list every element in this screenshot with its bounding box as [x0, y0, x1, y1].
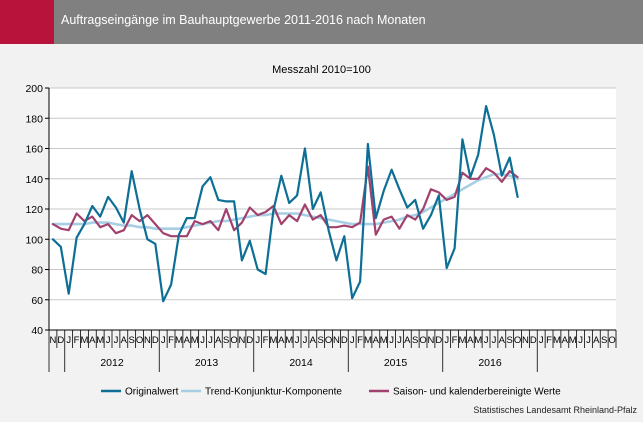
source-note: Statistisches Landesamt Rheinland-Pfalz — [473, 405, 637, 415]
y-tick-label: 180 — [25, 113, 43, 125]
month-label: D — [57, 335, 64, 346]
legend-label: Originalwert — [125, 387, 179, 398]
month-label: D — [152, 335, 159, 346]
month-label: O — [325, 335, 332, 346]
month-label: J — [578, 335, 583, 346]
month-label: S — [129, 335, 135, 346]
month-label: D — [435, 335, 442, 346]
month-label: F — [452, 335, 458, 346]
month-label: F — [357, 335, 363, 346]
month-label: A — [215, 335, 222, 346]
month-label: N — [522, 335, 529, 346]
month-label: O — [136, 335, 143, 346]
month-label: F — [74, 335, 80, 346]
month-label: M — [285, 335, 293, 346]
y-tick-label: 60 — [31, 295, 43, 307]
month-label: F — [263, 335, 269, 346]
month-label: J — [586, 335, 591, 346]
year-label: 2012 — [100, 357, 124, 369]
month-label: A — [499, 335, 506, 346]
month-label: M — [380, 335, 388, 346]
month-label: S — [318, 335, 324, 346]
month-label: A — [373, 335, 380, 346]
month-label: A — [467, 335, 474, 346]
year-label: 2013 — [195, 357, 219, 369]
legend-label: Saison- und kalenderbereinigte Werte — [393, 387, 561, 398]
month-label: O — [230, 335, 237, 346]
month-label: J — [350, 335, 355, 346]
month-label: M — [96, 335, 104, 346]
month-label: N — [333, 335, 340, 346]
y-tick-label: 140 — [25, 174, 43, 186]
month-label: S — [412, 335, 418, 346]
y-tick-label: 100 — [25, 234, 43, 246]
month-label: A — [562, 335, 569, 346]
month-label: A — [121, 335, 128, 346]
chart-subtitle: Messzahl 2010=100 — [272, 64, 371, 76]
month-label: M — [364, 335, 372, 346]
month-label: N — [239, 335, 246, 346]
y-tick-label: 160 — [25, 144, 43, 156]
month-label: J — [255, 335, 260, 346]
month-label: M — [553, 335, 561, 346]
title-accent-block — [0, 0, 54, 44]
month-label: D — [530, 335, 537, 346]
month-label: A — [593, 335, 600, 346]
month-label: J — [66, 335, 71, 346]
month-label: J — [444, 335, 449, 346]
month-label: J — [484, 335, 489, 346]
month-label: N — [144, 335, 151, 346]
month-label: D — [246, 335, 253, 346]
legend-label: Trend-Konjunktur-Komponente — [205, 387, 342, 398]
month-label: D — [341, 335, 348, 346]
year-label: 2014 — [289, 357, 313, 369]
month-label: M — [191, 335, 199, 346]
month-label: F — [168, 335, 174, 346]
month-label: M — [458, 335, 466, 346]
month-label: J — [161, 335, 166, 346]
year-label: 2015 — [384, 357, 408, 369]
month-label: J — [492, 335, 497, 346]
month-label: S — [507, 335, 513, 346]
month-label: A — [184, 335, 191, 346]
month-label: J — [208, 335, 213, 346]
month-label: J — [106, 335, 111, 346]
month-label: N — [428, 335, 435, 346]
month-label: O — [514, 335, 521, 346]
month-label: M — [569, 335, 577, 346]
month-label: S — [601, 335, 607, 346]
month-label: J — [539, 335, 544, 346]
y-tick-label: 40 — [31, 325, 43, 337]
month-label: A — [278, 335, 285, 346]
month-label: J — [295, 335, 300, 346]
title-bar: Auftragseingänge im Bauhauptgewerbe 2011… — [0, 0, 643, 44]
month-label: M — [80, 335, 88, 346]
series-line-1 — [51, 104, 519, 303]
month-label: O — [608, 335, 615, 346]
month-label: N — [50, 335, 57, 346]
month-label: J — [114, 335, 119, 346]
month-label: J — [200, 335, 205, 346]
series-line-3 — [51, 165, 519, 238]
y-tick-label: 80 — [31, 265, 43, 277]
month-label: F — [546, 335, 552, 346]
month-label: S — [223, 335, 229, 346]
month-label: M — [175, 335, 183, 346]
month-label: J — [303, 335, 308, 346]
y-tick-label: 120 — [25, 204, 43, 216]
month-label: A — [310, 335, 317, 346]
month-label: A — [89, 335, 96, 346]
month-label: M — [474, 335, 482, 346]
month-label: M — [269, 335, 277, 346]
chart-title: Auftragseingänge im Bauhauptgewerbe 2011… — [61, 13, 426, 27]
month-label: J — [389, 335, 394, 346]
month-label: A — [404, 335, 411, 346]
year-label: 2016 — [478, 357, 502, 369]
y-tick-label: 200 — [25, 83, 43, 95]
month-label: O — [419, 335, 426, 346]
month-label: J — [397, 335, 402, 346]
